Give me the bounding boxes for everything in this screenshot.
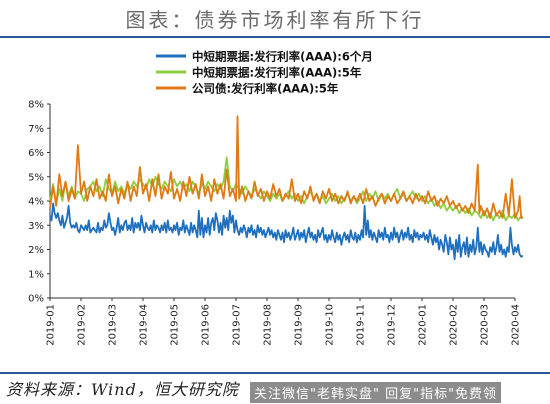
source-note: 资料来源：Wind，恒大研究院 <box>6 380 239 399</box>
x-tick-label: 2019-03 <box>108 304 119 346</box>
y-tick-label: 1% <box>28 269 44 280</box>
series-line-2 <box>49 115 523 219</box>
x-tick-label: 2019-02 <box>77 304 88 346</box>
x-tick-label: 2019-05 <box>170 304 181 346</box>
x-tick-label: 2020-01 <box>418 304 429 346</box>
y-tick-label: 5% <box>28 172 44 183</box>
x-tick-label: 2020-03 <box>480 304 491 346</box>
x-tick-label: 2019-12 <box>387 304 398 346</box>
page-title: 图表：债券市场利率有所下行 <box>125 8 425 32</box>
y-tick-label: 2% <box>28 245 44 256</box>
y-tick-label: 3% <box>28 221 44 232</box>
x-tick-label: 2019-10 <box>325 304 336 346</box>
x-tick-label: 2020-02 <box>449 304 460 346</box>
y-tick-label: 0% <box>28 294 44 305</box>
legend-label: 公司债:发行利率(AAA):5年 <box>192 82 339 96</box>
x-tick-label: 2019-09 <box>294 304 305 346</box>
x-tick-label: 2019-04 <box>139 304 150 346</box>
legend-label: 中短期票据:发行利率(AAA):5年 <box>192 66 362 80</box>
x-tick-label: 2019-08 <box>263 304 274 346</box>
title-bar: 图表：债券市场利率有所下行 <box>0 0 550 38</box>
x-tick-label: 2019-06 <box>201 304 212 346</box>
x-tick-label: 2019-01 <box>46 304 57 346</box>
top-rule <box>0 36 550 38</box>
plot-area: 0% 1% 2% 3% 4% 5% 6% 7% 8% 2019-01 2019-02 2019-03 2… <box>28 100 524 346</box>
bottom-rule <box>0 372 550 374</box>
y-tick-label: 7% <box>28 124 44 135</box>
x-tick-label: 2020-04 <box>511 304 522 346</box>
legend-label: 中短期票据:发行利率(AAA):6个月 <box>192 50 373 64</box>
y-tick-label: 4% <box>28 197 44 208</box>
x-tick-label: 2019-07 <box>232 304 243 346</box>
y-tick-label: 6% <box>28 148 44 159</box>
watermark-banner: 关注微信"老韩实盘" 回复"指标"免费领 <box>250 382 502 403</box>
series-line-0 <box>49 202 524 261</box>
y-tick-label: 8% <box>28 100 44 111</box>
x-tick-label: 2019-11 <box>356 304 367 346</box>
legend: 中短期票据:发行利率(AAA):6个月中短期票据:发行利率(AAA):5年公司债… <box>156 50 373 96</box>
